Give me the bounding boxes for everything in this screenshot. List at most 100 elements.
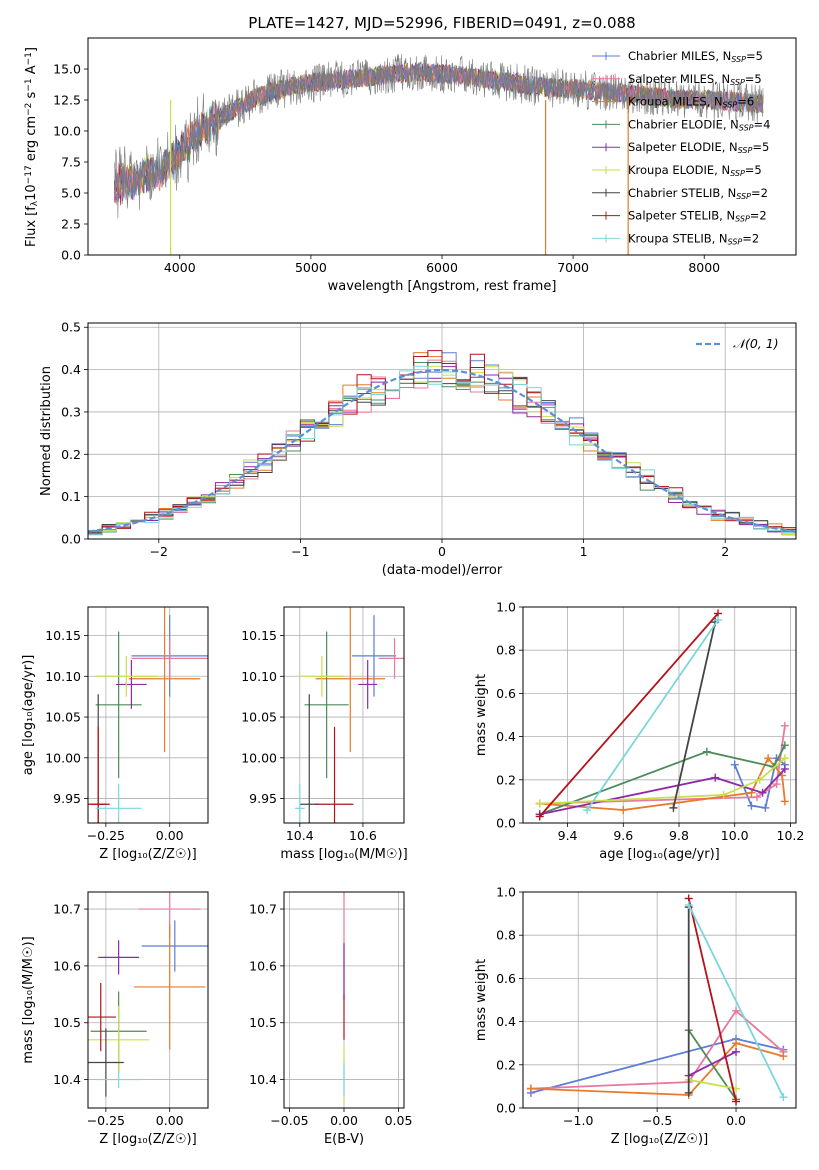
y-tick-label: 10.7 <box>53 902 81 917</box>
y-label-part: 10 <box>24 184 39 201</box>
x-tick-label: 7000 <box>557 260 589 275</box>
legend-label: Salpeter STELIB, NSSP=2 <box>628 209 767 224</box>
y-label-part: s <box>24 91 39 102</box>
y-label-part: erg cm <box>24 116 39 165</box>
legend-label-suffix: =6 <box>737 95 754 109</box>
y-label-part: −1 <box>24 52 34 65</box>
y-tick-label: 10.10 <box>241 669 277 684</box>
y-axis-label: Normed distribution <box>39 366 54 496</box>
y-tick-label: 0.0 <box>61 532 81 547</box>
legend-label-sub: SSP <box>736 192 751 201</box>
y-axis-label: Flux [fλ10−17 erg cm−2 s−1 A−1] <box>24 47 40 247</box>
legend-label-suffix: =2 <box>750 209 767 223</box>
x-axis-label: Z [log₁₀(Z/Z☉)] <box>99 1132 196 1147</box>
legend-label: Salpeter MILES, NSSP=5 <box>628 72 762 87</box>
legend-label-sub: SSP <box>735 215 750 224</box>
y-tick-label: 0.3 <box>61 404 81 419</box>
weight-lines <box>526 894 788 1106</box>
y-tick-label: 0.1 <box>61 489 81 504</box>
weight-series-line <box>687 898 737 1102</box>
y-label-part: Flux [f <box>24 206 39 247</box>
x-tick-label: 6000 <box>426 260 458 275</box>
axes-frame <box>87 37 797 256</box>
x-tick-label: 9.8 <box>669 828 689 843</box>
legend-label: Kroupa STELIB, NSSP=2 <box>628 231 759 246</box>
legend-label-suffix: =5 <box>746 49 763 63</box>
y-tick-label: 0.4 <box>61 362 81 377</box>
legend-label-sub: SSP <box>728 237 743 246</box>
axes-frame <box>87 322 797 540</box>
errorbars <box>295 607 404 823</box>
y-tick-label: 0.2 <box>496 1057 516 1072</box>
axes-frame <box>283 891 405 1109</box>
legend-label-suffix: =2 <box>742 231 759 245</box>
legend-label-sub: SSP <box>723 101 738 110</box>
legend-label-name: Chabrier ELODIE, N <box>628 117 739 131</box>
y-label-part: ] <box>24 47 39 52</box>
y-tick-label: 10.00 <box>45 750 81 765</box>
weight-series-line <box>539 725 786 805</box>
y-tick-label: 0.0 <box>496 816 516 831</box>
weight-series-line <box>539 756 786 811</box>
y-tick-label: 9.95 <box>249 791 277 806</box>
x-axis-label: Z [log₁₀(Z/Z☉)] <box>99 847 196 862</box>
y-tick-label: 7.5 <box>61 155 81 170</box>
x-tick-label: −1 <box>291 544 309 559</box>
y-tick-label: 0.8 <box>496 643 516 658</box>
x-tick-label: 9.4 <box>558 828 578 843</box>
y-tick-label: 10.10 <box>45 669 81 684</box>
axes-frame <box>522 606 797 824</box>
y-tick-label: 0.5 <box>61 320 81 335</box>
weight-series-line <box>672 621 717 809</box>
legend-label-sub: SSP <box>731 55 746 64</box>
legend-label-sub: SSP <box>730 78 745 87</box>
y-tick-label: 10.5 <box>53 1015 81 1030</box>
legend-label: Chabrier MILES, NSSP=5 <box>628 49 763 64</box>
x-tick-label: 0 <box>438 544 446 559</box>
legend-label-sub: SSP <box>739 123 754 132</box>
y-tick-label: 10.00 <box>241 750 277 765</box>
legend-label-name: Chabrier MILES, N <box>628 49 731 63</box>
weight-vs-metallicity-panel: −1.0 −0.5 0.0 0.0 0.2 0.4 0.6 0.8 1.0 Z [log₁₀(Z/… <box>474 885 797 1147</box>
x-tick-label: −0.05 <box>270 1113 308 1128</box>
x-tick-label: 8000 <box>688 260 720 275</box>
axes-frame <box>87 606 209 824</box>
weight-series-line <box>539 744 786 816</box>
x-tick-label: 0.00 <box>156 828 184 843</box>
x-axis-label: (data-model)/error <box>382 563 503 578</box>
x-tick-label: −1.0 <box>563 1113 593 1128</box>
y-axis-label: mass weight <box>474 674 489 756</box>
y-label-part: −2 <box>24 103 34 116</box>
x-tick-label: 0.0 <box>726 1113 746 1128</box>
y-tick-label: 5.0 <box>61 186 81 201</box>
errorbars <box>88 607 208 823</box>
legend-label: Chabrier ELODIE, NSSP=4 <box>628 117 770 132</box>
legend-label-name: Salpeter STELIB, N <box>628 209 735 223</box>
x-tick-label: 0.00 <box>330 1113 358 1128</box>
y-tick-label: 9.95 <box>53 791 81 806</box>
y-tick-label: 0.2 <box>496 772 516 787</box>
age-vs-mass-panel: 10.4 10.6 9.95 10.00 10.05 10.10 10.15 mass [lo… <box>241 606 408 862</box>
x-tick-label: −2 <box>150 544 168 559</box>
legend-label-sub: SSP <box>730 169 745 178</box>
weight-series-line <box>539 768 786 816</box>
legend-label-name: Salpeter MILES, N <box>628 72 730 86</box>
y-tick-label: 2.5 <box>61 217 81 232</box>
y-label-part: −17 <box>24 165 34 184</box>
weight-series-line <box>687 904 785 1098</box>
weight-series-line <box>688 1050 737 1077</box>
histogram-step-line <box>88 365 796 535</box>
y-tick-label: 0.4 <box>496 729 516 744</box>
y-tick-label: 10.4 <box>249 1072 277 1087</box>
y-label-part: −1 <box>24 78 34 91</box>
age-vs-metallicity-panel: −0.25 0.00 9.95 10.00 10.05 10.10 10.15 Z [log₁… <box>21 606 209 862</box>
axes-frame <box>522 891 797 1109</box>
weight-series-line <box>586 619 719 811</box>
y-tick-label: 10.6 <box>249 958 277 973</box>
figure-title: PLATE=1427, MJD=52996, FIBERID=0491, z=0… <box>248 14 635 32</box>
legend-label-name: Kroupa MILES, N <box>628 95 723 109</box>
legend-label-name: Kroupa STELIB, N <box>628 231 728 245</box>
y-label-part: λ <box>30 200 40 206</box>
legend-label: Chabrier STELIB, NSSP=2 <box>628 186 768 201</box>
